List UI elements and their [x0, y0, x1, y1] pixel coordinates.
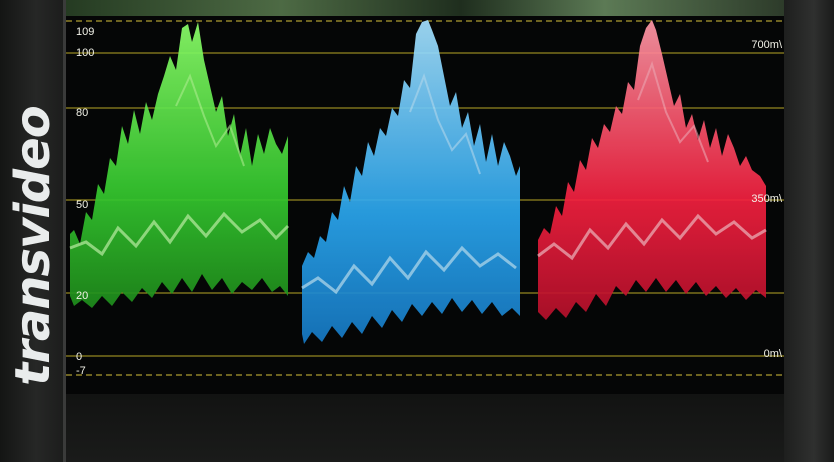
- mv-label-350: 350m\: [751, 193, 782, 205]
- ire-label-80: 80: [76, 107, 89, 119]
- monitor-bezel-bottom: [66, 394, 784, 462]
- ire-label-20: 20: [76, 290, 89, 302]
- ire-label-50: 50: [76, 199, 89, 211]
- monitor-bezel-right: [784, 0, 834, 462]
- ire-label-109: 109: [76, 26, 95, 38]
- ire-label-0: 0: [76, 351, 83, 363]
- mv-label-0: 0m\: [763, 348, 782, 360]
- waveform-screen: 109 100 80 50 20 0 -7 700m\ 350m\ 0m\: [66, 16, 784, 394]
- blue-channel-trace: [301, 20, 520, 344]
- green-channel-trace: [69, 22, 290, 308]
- ire-label-neg7: -7: [76, 365, 86, 377]
- rgb-parade-waveform: [66, 20, 784, 376]
- background-foliage: [66, 0, 784, 16]
- ire-label-100: 100: [76, 47, 95, 59]
- mv-label-700: 700m\: [751, 39, 782, 51]
- red-channel-trace: [537, 20, 767, 320]
- brand-logo: transvideo: [5, 106, 61, 386]
- monitor-bezel-left: transvideo: [0, 0, 66, 462]
